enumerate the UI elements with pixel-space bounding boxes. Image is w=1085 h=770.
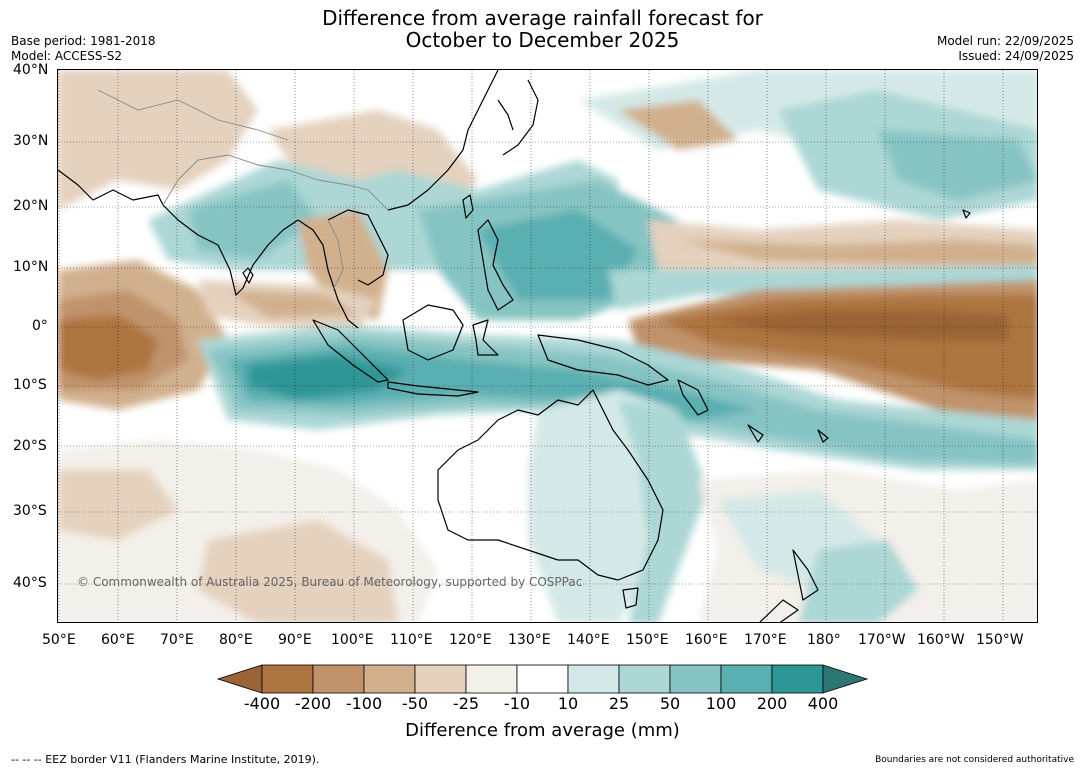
- colorbar-tick-label: 25: [608, 694, 630, 713]
- rainfall-anomaly-shading: [58, 70, 1037, 622]
- colorbar-arrow-high: [822, 664, 869, 694]
- colorbar-swatch: [567, 664, 620, 694]
- colorbar-swatch: [771, 664, 824, 694]
- colorbar-swatch: [465, 664, 518, 694]
- colorbar-swatch: [261, 664, 314, 694]
- lat-label: 30°S: [13, 503, 47, 519]
- lat-label: 0°: [32, 318, 48, 334]
- base-period: Base period: 1981-2018: [11, 34, 156, 48]
- lon-label: 100°E: [331, 632, 374, 648]
- colorbar-tick-label: -25: [452, 694, 480, 713]
- lon-label: 160°E: [685, 632, 728, 648]
- colorbar-tick-label: -10: [503, 694, 531, 713]
- title-line-1: Difference from average rainfall forecas…: [322, 6, 763, 30]
- lon-label: 80°E: [219, 632, 253, 648]
- lat-label: 30°N: [13, 133, 49, 149]
- lon-label: 50°E: [42, 632, 76, 648]
- colorbar-swatch: [363, 664, 416, 694]
- model-run: Model run: 22/09/2025: [936, 34, 1074, 48]
- colorbar-arrow-low: [216, 664, 263, 694]
- colorbar-tick-label: 100: [705, 694, 737, 713]
- lon-label: 170°W: [858, 632, 906, 648]
- colorbar-tick-label: 10: [557, 694, 579, 713]
- lon-label: 110°E: [390, 632, 433, 648]
- lon-label: 150°E: [626, 632, 669, 648]
- colorbar-tick-label: 200: [756, 694, 788, 713]
- colorbar-swatch: [312, 664, 365, 694]
- colorbar-tick-label: 50: [659, 694, 681, 713]
- lon-label: 140°E: [567, 632, 610, 648]
- colorbar-title: Difference from average (mm): [405, 720, 680, 741]
- lat-label: 40°S: [13, 575, 47, 591]
- lon-label: 120°E: [449, 632, 492, 648]
- colorbar-swatch: [516, 664, 569, 694]
- colorbar-swatch: [414, 664, 467, 694]
- lon-label: 170°E: [744, 632, 787, 648]
- colorbar: [216, 664, 869, 694]
- boundaries-disclaimer: Boundaries are not considered authoritat…: [875, 755, 1074, 765]
- colorbar-tick-label: -200: [294, 694, 332, 713]
- colorbar-swatch: [669, 664, 722, 694]
- lon-label: 180°: [807, 632, 841, 648]
- lat-label: 10°S: [13, 377, 47, 393]
- lat-label: 20°N: [13, 198, 49, 214]
- copyright-note: © Commonwealth of Australia 2025, Bureau…: [77, 575, 583, 589]
- lon-label: 60°E: [101, 632, 135, 648]
- lon-label: 160°W: [917, 632, 965, 648]
- model-name: Model: ACCESS-S2: [11, 49, 123, 63]
- colorbar-swatch: [618, 664, 671, 694]
- colorbar-swatch: [720, 664, 773, 694]
- colorbar-tick-label: -50: [401, 694, 429, 713]
- graticule: [58, 70, 1037, 622]
- lon-label: 130°E: [508, 632, 551, 648]
- lon-label: 150°W: [976, 632, 1024, 648]
- issued-date: Issued: 24/09/2025: [958, 49, 1074, 63]
- eez-border-note: -- -- -- EEZ border V11 (Flanders Marine…: [11, 753, 320, 766]
- colorbar-tick-label: -100: [345, 694, 383, 713]
- colorbar-tick-label: -400: [243, 694, 281, 713]
- lat-label: 40°N: [13, 62, 49, 78]
- map-canvas: [58, 70, 1037, 622]
- colorbar-tick-label: 400: [807, 694, 839, 713]
- coastlines: [58, 70, 971, 622]
- rainfall-map: © Commonwealth of Australia 2025, Bureau…: [57, 69, 1038, 623]
- lon-label: 70°E: [160, 632, 194, 648]
- lon-label: 90°E: [278, 632, 312, 648]
- lat-label: 10°N: [13, 259, 49, 275]
- country-borders: [97, 89, 389, 291]
- lat-label: 20°S: [13, 438, 47, 454]
- title-line-2: October to December 2025: [405, 28, 680, 52]
